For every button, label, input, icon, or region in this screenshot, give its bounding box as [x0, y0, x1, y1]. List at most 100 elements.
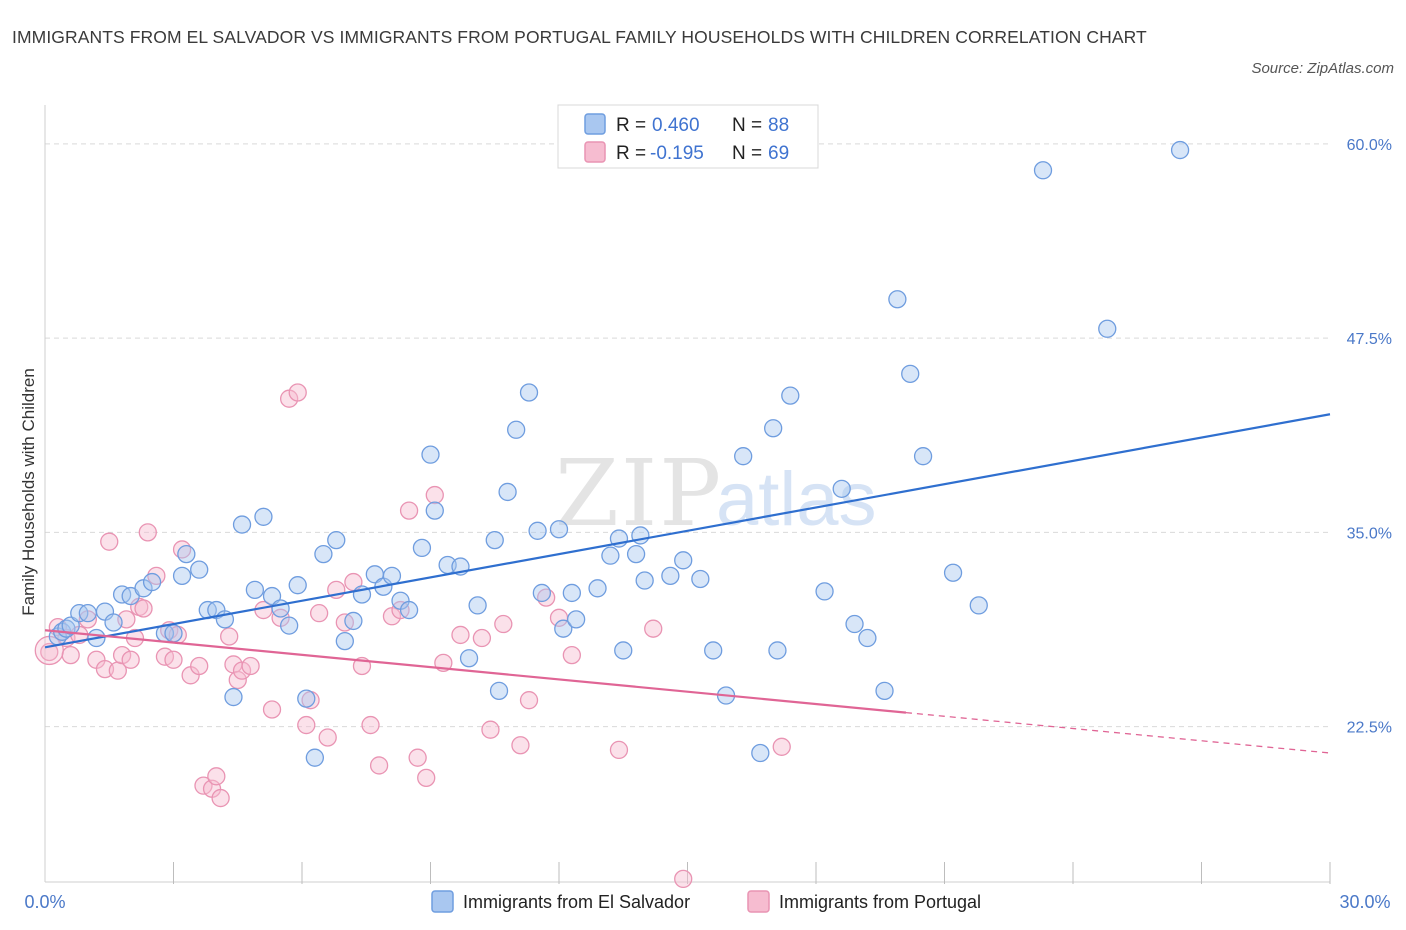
el-salvador-point-50 [498, 482, 517, 502]
el-salvador-point-3 [61, 616, 80, 635]
portugal-point-41 [309, 604, 329, 623]
portugal-point-33 [241, 656, 260, 676]
el-salvador-point-51 [507, 420, 526, 439]
el-salvador-point-60 [601, 546, 620, 565]
portugal-point-15 [134, 599, 153, 618]
el-salvador-trend-line [44, 413, 1331, 649]
trend-lines [44, 413, 1331, 754]
el-salvador-point-69 [704, 641, 723, 660]
bottom-legend-label-blue: Immigrants from El Salvador [463, 892, 690, 912]
chart-title: IMMIGRANTS FROM EL SALVADOR VS IMMIGRANT… [12, 27, 1147, 47]
portugal-point-48 [369, 756, 389, 775]
el-salvador-point-40 [399, 600, 419, 620]
portugal-point-3 [61, 645, 80, 665]
el-salvador-point-82 [901, 364, 920, 383]
portugal-point-61 [519, 691, 539, 710]
portugal-point-31 [228, 670, 247, 690]
legend-n-label-blue: N = [732, 115, 762, 136]
el-salvador-point-80 [875, 681, 894, 701]
bottom-legend-label-pink: Immigrants from Portugal [779, 892, 981, 912]
series-legend: Immigrants from El Salvador Immigrants f… [431, 890, 981, 913]
portugal-point-10 [112, 645, 132, 665]
el-salvador-point-30 [305, 748, 325, 767]
legend-n-label-pink: N = [732, 143, 762, 164]
legend-swatch-blue [584, 113, 606, 135]
portugal-point-52 [408, 748, 427, 767]
el-salvador-point-23 [245, 580, 265, 599]
y-axis-title: Family Households with Children [19, 368, 38, 616]
el-salvador-point-31 [314, 544, 333, 564]
el-salvador-point-48 [485, 530, 504, 550]
portugal-point-0 [40, 642, 59, 662]
el-salvador-point-46 [459, 649, 479, 668]
el-salvador-point-87 [1098, 319, 1117, 338]
portugal-point-20 [164, 650, 183, 669]
el-salvador-point-28 [288, 576, 307, 595]
legend-swatch-pink [584, 141, 606, 163]
bottom-legend-swatch-pink [747, 890, 770, 913]
el-salvador-point-55 [549, 520, 569, 539]
el-salvador-point-79 [858, 628, 877, 648]
el-salvador-point-83 [913, 447, 933, 466]
portugal-point-35 [262, 700, 282, 719]
el-salvador-point-72 [751, 743, 770, 763]
portugal-point-66 [644, 619, 663, 638]
el-salvador-point-5 [78, 604, 97, 623]
el-salvador-point-41 [412, 538, 432, 558]
el-salvador-point-38 [382, 566, 402, 586]
source-label: Source: ZipAtlas.com [1251, 60, 1394, 77]
correlation-legend: R = 0.460 N = 88 R = -0.195 N = 69 [557, 104, 819, 169]
el-salvador-point-71 [734, 447, 753, 466]
legend-r-value-blue: 0.460 [652, 115, 700, 136]
el-salvador-point-75 [781, 386, 800, 405]
el-salvador-point-62 [614, 641, 633, 660]
el-salvador-point-25 [262, 586, 282, 606]
legend-r-label-blue: R = [616, 115, 646, 136]
el-salvador-point-16 [177, 544, 196, 564]
portugal-point-58 [481, 720, 500, 739]
watermark: ZIP atlas [555, 440, 877, 547]
el-salvador-point-84 [943, 563, 963, 582]
el-salvador-point-33 [335, 631, 354, 651]
el-salvador-point-73 [764, 419, 783, 438]
portugal-point-51 [399, 501, 419, 520]
portugal-point-38 [288, 383, 307, 402]
el-salvador-point-54 [532, 583, 552, 603]
el-salvador-point-74 [768, 641, 787, 660]
portugal-point-29 [220, 627, 239, 646]
y-tick-label-1: 35.0% [1347, 525, 1392, 542]
el-salvador-point-85 [969, 596, 988, 615]
el-salvador-point-58 [566, 610, 586, 629]
el-salvador-point-86 [1033, 161, 1053, 180]
portugal-point-32 [232, 661, 252, 680]
el-salvador-point-78 [845, 614, 864, 634]
y-tick-label-0: 22.5% [1347, 720, 1392, 737]
portugal-point-12 [121, 650, 140, 669]
x-ticks [173, 862, 1331, 884]
el-salvador-point-42 [421, 445, 440, 464]
portugal-point-56 [451, 625, 470, 645]
portugal-point-68 [772, 737, 791, 756]
el-salvador-point-12 [142, 572, 162, 592]
y-tick-label-3: 60.0% [1347, 137, 1392, 154]
portugal-point-57 [472, 628, 492, 648]
el-salvador-point-43 [425, 501, 444, 520]
portugal-point-53 [417, 768, 436, 788]
el-salvador-point-47 [468, 596, 487, 615]
watermark-atlas: atlas [716, 457, 877, 542]
el-salvador-point-66 [661, 566, 680, 586]
el-salvador-point-24 [254, 507, 273, 526]
portugal-point-54 [425, 485, 444, 505]
el-salvador-point-8 [104, 613, 123, 632]
el-salvador-point-15 [172, 566, 192, 586]
portugal-point-42 [318, 728, 337, 747]
y-tick-labels: 22.5% 35.0% 47.5% 60.0% [1347, 137, 1392, 737]
el-salvador-point-81 [888, 290, 907, 309]
portugal-point-67 [674, 869, 693, 889]
el-salvador-point-22 [232, 515, 252, 534]
portugal-point-39 [297, 715, 316, 735]
el-salvador-point-63 [626, 544, 646, 564]
portugal-point-27 [207, 767, 226, 786]
portugal-trend-extension [905, 711, 1331, 754]
